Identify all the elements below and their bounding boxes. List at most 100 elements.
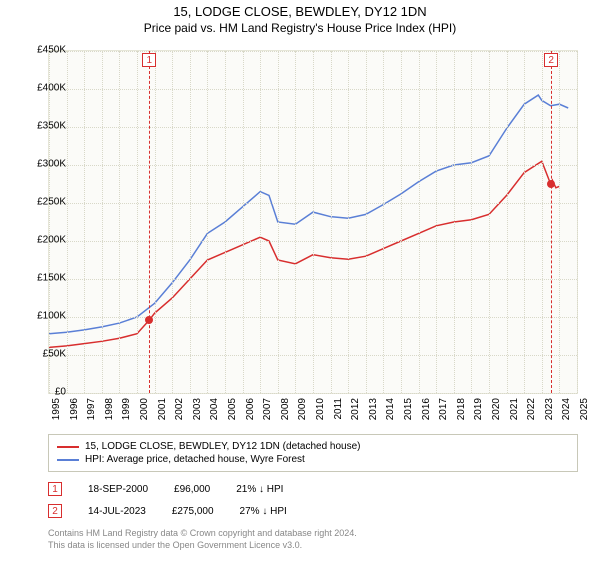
x-tick-label: 2021 <box>509 398 520 420</box>
y-tick-label: £450K <box>26 45 66 56</box>
x-tick-label: 2000 <box>139 398 150 420</box>
x-tick-label: 2017 <box>438 398 449 420</box>
y-tick-label: £50K <box>26 349 66 360</box>
gridline-v <box>348 51 349 393</box>
series-line-price_paid <box>49 161 559 347</box>
x-tick-label: 2011 <box>333 398 344 420</box>
legend-item: HPI: Average price, detached house, Wyre… <box>57 454 569 465</box>
gridline-v <box>507 51 508 393</box>
gridline-v <box>84 51 85 393</box>
gridline-v <box>137 51 138 393</box>
gridline-v <box>313 51 314 393</box>
gridline-v <box>295 51 296 393</box>
x-tick-label: 2007 <box>262 398 273 420</box>
event-dot-2 <box>547 180 555 188</box>
annotation-marker-2: 2 <box>48 504 62 518</box>
y-tick-label: £200K <box>26 235 66 246</box>
gridline-v <box>436 51 437 393</box>
x-tick-label: 2003 <box>192 398 203 420</box>
chart-subtitle: Price paid vs. HM Land Registry's House … <box>0 21 600 35</box>
legend-box: 15, LODGE CLOSE, BEWDLEY, DY12 1DN (deta… <box>48 434 578 472</box>
legend-item: 15, LODGE CLOSE, BEWDLEY, DY12 1DN (deta… <box>57 441 569 452</box>
annotation-delta-2: 27% ↓ HPI <box>240 506 287 517</box>
x-tick-label: 2009 <box>297 398 308 420</box>
footnote-line-2: This data is licensed under the Open Gov… <box>48 540 302 550</box>
y-tick-label: £300K <box>26 159 66 170</box>
y-tick-label: £150K <box>26 273 66 284</box>
series-line-hpi <box>49 95 568 334</box>
annotation-date-1: 18-SEP-2000 <box>88 484 148 495</box>
gridline-v <box>155 51 156 393</box>
gridline-v <box>454 51 455 393</box>
x-tick-label: 2022 <box>526 398 537 420</box>
x-tick-label: 2012 <box>350 398 361 420</box>
gridline-v <box>49 51 50 393</box>
x-tick-label: 2018 <box>456 398 467 420</box>
x-tick-label: 2010 <box>315 398 326 420</box>
x-tick-label: 2008 <box>280 398 291 420</box>
x-tick-label: 2020 <box>491 398 502 420</box>
x-tick-label: 2001 <box>157 398 168 420</box>
x-tick-label: 1999 <box>121 398 132 420</box>
gridline-v <box>471 51 472 393</box>
plot-area: 12 <box>48 50 578 394</box>
footnote: Contains HM Land Registry data © Crown c… <box>48 528 578 551</box>
event-marker-1: 1 <box>142 53 156 67</box>
annotation-row-1: 1 18-SEP-2000 £96,000 21% ↓ HPI <box>48 482 578 496</box>
gridline-v <box>190 51 191 393</box>
chart-container: { "title": "15, LODGE CLOSE, BEWDLEY, DY… <box>0 4 600 564</box>
gridline-v <box>119 51 120 393</box>
event-line-1 <box>149 51 150 393</box>
gridline-v <box>366 51 367 393</box>
gridline-v <box>207 51 208 393</box>
gridline-v <box>401 51 402 393</box>
annotation-delta-1: 21% ↓ HPI <box>236 484 283 495</box>
legend-label: 15, LODGE CLOSE, BEWDLEY, DY12 1DN (deta… <box>85 441 361 452</box>
gridline-v <box>577 51 578 393</box>
x-tick-label: 2024 <box>561 398 572 420</box>
x-tick-label: 2004 <box>209 398 220 420</box>
footnote-line-1: Contains HM Land Registry data © Crown c… <box>48 528 357 538</box>
x-tick-label: 2019 <box>473 398 484 420</box>
gridline-v <box>489 51 490 393</box>
y-tick-label: £250K <box>26 197 66 208</box>
gridline-v <box>102 51 103 393</box>
gridline-v <box>331 51 332 393</box>
gridline-v <box>542 51 543 393</box>
gridline-v <box>260 51 261 393</box>
x-tick-label: 2002 <box>174 398 185 420</box>
y-tick-label: £0 <box>26 387 66 398</box>
y-tick-label: £400K <box>26 83 66 94</box>
annotation-price-2: £275,000 <box>172 506 214 517</box>
legend-swatch <box>57 446 79 448</box>
y-tick-label: £100K <box>26 311 66 322</box>
gridline-v <box>172 51 173 393</box>
event-line-2 <box>551 51 552 393</box>
annotation-marker-1: 1 <box>48 482 62 496</box>
gridline-v <box>225 51 226 393</box>
event-dot-1 <box>145 316 153 324</box>
annotation-row-2: 2 14-JUL-2023 £275,000 27% ↓ HPI <box>48 504 578 518</box>
event-marker-2: 2 <box>544 53 558 67</box>
gridline-v <box>524 51 525 393</box>
x-tick-label: 2023 <box>544 398 555 420</box>
annotation-price-1: £96,000 <box>174 484 210 495</box>
y-tick-label: £350K <box>26 121 66 132</box>
chart-title: 15, LODGE CLOSE, BEWDLEY, DY12 1DN <box>0 4 600 19</box>
gridline-v <box>559 51 560 393</box>
gridline-v <box>243 51 244 393</box>
x-tick-label: 2013 <box>368 398 379 420</box>
x-tick-label: 2005 <box>227 398 238 420</box>
x-tick-label: 1995 <box>51 398 62 420</box>
legend-swatch <box>57 459 79 461</box>
x-tick-label: 2016 <box>421 398 432 420</box>
gridline-v <box>419 51 420 393</box>
gridline-v <box>67 51 68 393</box>
x-tick-label: 2006 <box>245 398 256 420</box>
x-tick-label: 1997 <box>86 398 97 420</box>
annotation-date-2: 14-JUL-2023 <box>88 506 146 517</box>
gridline-v <box>383 51 384 393</box>
x-tick-label: 1996 <box>69 398 80 420</box>
x-tick-label: 2025 <box>579 398 590 420</box>
x-tick-label: 2015 <box>403 398 414 420</box>
